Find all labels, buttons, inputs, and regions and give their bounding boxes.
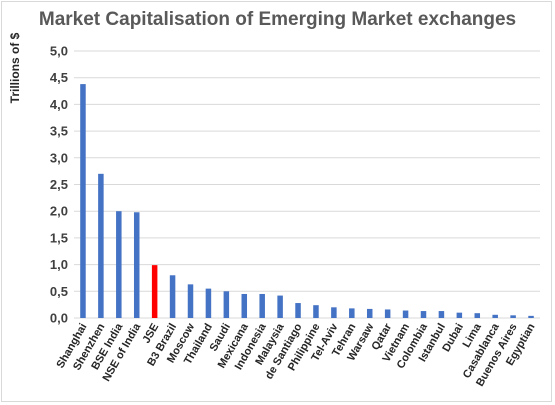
bar-nse-of-india	[133, 212, 140, 318]
chart-title: Market Capitalisation of Emerging Market…	[38, 9, 517, 30]
bar-philippine	[313, 305, 319, 318]
y-tick-label: 1,0	[50, 257, 68, 272]
bar-moscow	[187, 284, 194, 318]
y-tick-label: 2,0	[50, 204, 68, 219]
bar-mexicana	[241, 293, 248, 318]
bar-jse	[151, 265, 158, 318]
y-tick-label: 4,0	[50, 97, 68, 112]
y-tick-label: 0,5	[50, 284, 68, 299]
bar-tehran	[349, 308, 355, 318]
bar-egyptian	[528, 315, 534, 318]
bar-shanghai	[80, 84, 86, 318]
bar-malaysia	[277, 295, 283, 318]
bar-colombia	[420, 311, 427, 318]
y-tick-label: 0,0	[50, 311, 68, 326]
y-tick-label: 3,0	[50, 150, 68, 165]
bar-bse-india	[116, 211, 122, 318]
bar-de-santiago	[295, 303, 301, 318]
bar-b3-brazil	[169, 275, 176, 318]
bar-casablanca	[492, 314, 498, 318]
bar-thailand	[205, 288, 212, 318]
bar-warsaw	[366, 308, 373, 318]
y-tick-label: 4,5	[50, 70, 68, 85]
bar-qatar	[384, 309, 391, 318]
bar-dubai	[456, 312, 463, 318]
bar-vietnam	[402, 310, 409, 318]
bars	[80, 84, 534, 318]
y-tick-label: 1,5	[50, 230, 68, 245]
bar-buenos-aires	[510, 315, 516, 318]
y-tick-label: 2,5	[50, 177, 68, 192]
bar-tel-aviv	[331, 307, 337, 318]
y-tick-label: 3,5	[50, 124, 68, 139]
bar-lima	[474, 313, 481, 318]
gridlines	[74, 50, 540, 319]
y-axis-ticks: 0,0 0,5 1,0 1,5 2,0 2,5 3,0 3,5 4,0 4,5 5,0	[50, 44, 68, 326]
bar-indonesia	[259, 293, 265, 318]
bar-shenzhen	[98, 173, 104, 318]
bar-saudi	[223, 291, 230, 318]
bar-istanbul	[438, 311, 445, 318]
y-tick-label: 5,0	[50, 44, 68, 59]
